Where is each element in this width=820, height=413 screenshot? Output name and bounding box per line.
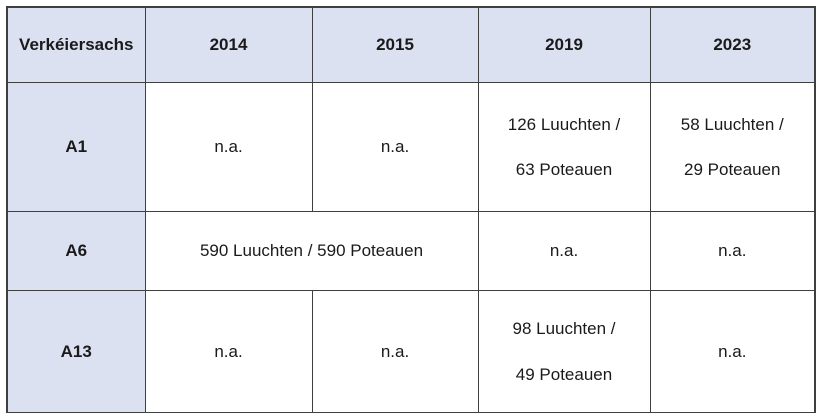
cell-a6-2014-2015-merged: 590 Luuchten / 590 Poteauen	[144, 211, 479, 291]
table-row-a6: A6 590 Luuchten / 590 Poteauen n.a. n.a.	[6, 211, 816, 291]
header-cell-2023: 2023	[649, 6, 816, 83]
cell-line: 126 Luuchten /	[507, 114, 621, 134]
header-cell-2019: 2019	[477, 6, 651, 83]
verkeiersachs-table: Verkéiersachs 2014 2015 2019 2023 A1 n.a…	[6, 6, 816, 413]
header-cell-verkeiersachs: Verkéiersachs	[6, 6, 146, 83]
cell-a13-2014: n.a.	[144, 290, 313, 413]
cell-a13-2023: n.a.	[649, 290, 816, 413]
table-row-a13: A13 n.a. n.a. 98 Luuchten / 49 Poteauen …	[6, 290, 816, 413]
cell-a1-2019-lines: 126 Luuchten / 63 Poteauen	[485, 114, 644, 181]
row-header-a1: A1	[6, 82, 146, 212]
cell-a6-2019: n.a.	[477, 211, 651, 291]
header-cell-2015: 2015	[311, 6, 479, 83]
cell-a13-2015: n.a.	[311, 290, 479, 413]
table-row-a1: A1 n.a. n.a. 126 Luuchten / 63 Poteauen …	[6, 82, 816, 212]
cell-a1-2019: 126 Luuchten / 63 Poteauen	[477, 82, 651, 212]
header-row: Verkéiersachs 2014 2015 2019 2023	[6, 6, 816, 83]
cell-a1-2014: n.a.	[144, 82, 313, 212]
cell-a13-2019: 98 Luuchten / 49 Poteauen	[477, 290, 651, 413]
header-cell-2014: 2014	[144, 6, 313, 83]
row-header-a13: A13	[6, 290, 146, 413]
cell-a1-2023-lines: 58 Luuchten / 29 Poteauen	[657, 114, 809, 181]
row-header-a6: A6	[6, 211, 146, 291]
cell-a1-2023: 58 Luuchten / 29 Poteauen	[649, 82, 816, 212]
cell-line: 29 Poteauen	[684, 160, 781, 179]
cell-a13-2019-lines: 98 Luuchten / 49 Poteauen	[485, 318, 644, 385]
cell-a1-2015: n.a.	[311, 82, 479, 212]
cell-line: 98 Luuchten /	[512, 319, 616, 339]
cell-a6-2023: n.a.	[649, 211, 816, 291]
cell-line: 63 Poteauen	[515, 160, 613, 179]
cell-line: 49 Poteauen	[515, 364, 613, 384]
cell-line: 58 Luuchten /	[680, 114, 784, 134]
